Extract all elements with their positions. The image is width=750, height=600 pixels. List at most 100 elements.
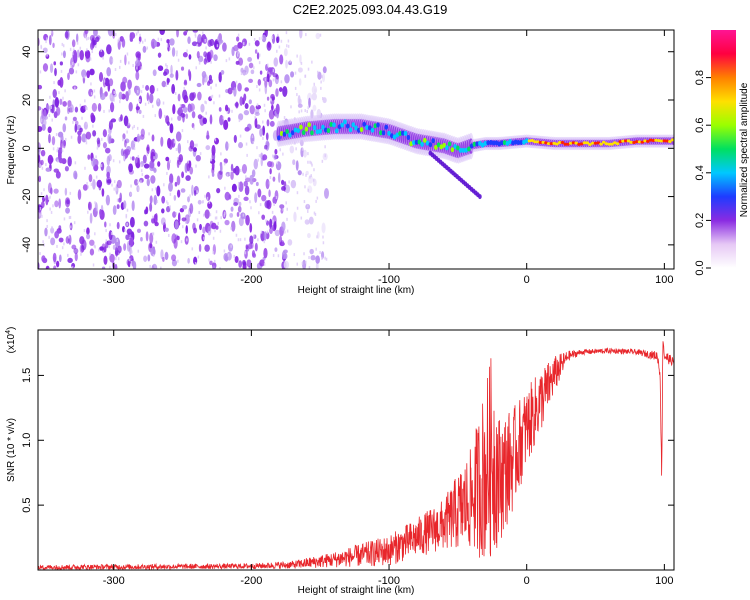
spectrogram-trace-core xyxy=(527,139,532,143)
spectrogram-noise-speck xyxy=(50,237,56,246)
spectrogram-noise-speck xyxy=(185,225,188,234)
spectrogram-noise-fill xyxy=(214,216,217,220)
spectrogram-noise-speck xyxy=(182,52,188,58)
spectrogram-noise-fill xyxy=(187,140,189,144)
spectrogram-noise-speck xyxy=(238,113,244,121)
spectrogram-noise-fill xyxy=(43,243,45,247)
spectrogram-noise-speck xyxy=(243,109,250,116)
spectrogram-noise-speck xyxy=(208,78,213,85)
spectrogram-noise-fill xyxy=(179,104,182,108)
spectrogram-trace-core xyxy=(610,142,614,146)
spectrogram-trace-core xyxy=(301,130,306,136)
spectrogram-noise-speck xyxy=(220,69,225,75)
spectrogram-noise-fill xyxy=(197,255,200,259)
spectrogram-noise-fill xyxy=(85,37,88,41)
spectrogram-noise-speck xyxy=(169,123,174,134)
spectrogram-noise-fill xyxy=(258,61,261,65)
spectrogram-noise-fill xyxy=(229,171,231,175)
spectrogram-noise-speck xyxy=(86,227,90,235)
spectrogram-noise-speck xyxy=(234,102,239,107)
spectrogram-noise-fill xyxy=(165,83,168,87)
spectrogram-trace-core xyxy=(593,141,598,145)
spectrogram-noise-fill xyxy=(79,103,82,107)
spectrogram-noise-speck xyxy=(41,255,46,262)
snr-y-tick-label: 1.0 xyxy=(21,433,33,448)
spectrogram-noise-speck xyxy=(256,52,260,60)
spectrogram-noise-speck xyxy=(62,123,67,133)
spectrogram-noise-speck xyxy=(249,174,254,185)
spectrogram-noise-fill xyxy=(321,75,323,79)
spectrogram-trace-core xyxy=(356,127,361,133)
spectrogram-noise-fill xyxy=(109,265,111,269)
spectrogram-noise-fill xyxy=(84,166,86,170)
spectrogram-noise-speck xyxy=(186,160,191,172)
spectrogram-noise-speck xyxy=(204,244,210,252)
spectrogram-noise-fill xyxy=(214,138,217,142)
spectrogram-trace-core xyxy=(662,139,667,143)
spectrogram-noise-speck xyxy=(79,127,83,133)
spectrogram-noise-fill xyxy=(125,213,128,217)
spectrogram-noise-speck xyxy=(104,221,107,228)
spectrogram-noise-fill xyxy=(257,238,259,242)
spectrogram-noise-speck xyxy=(259,70,263,75)
spectrogram-noise-speck xyxy=(109,102,115,113)
spectrogram-noise-fill xyxy=(213,101,215,105)
spectrogram-noise-fill xyxy=(304,74,307,78)
spectrogram-noise-speck xyxy=(249,235,254,245)
spectrogram-noise-speck xyxy=(156,185,161,197)
spectrogram-noise-speck xyxy=(146,178,150,187)
spectrogram-noise-fill xyxy=(129,263,132,267)
spectrogram-noise-fill xyxy=(67,253,69,257)
spectrogram-noise-fill xyxy=(112,159,115,163)
spectrogram-noise-fill xyxy=(208,175,210,179)
spectrogram-noise-fill xyxy=(62,44,65,48)
spectrogram-noise-fill xyxy=(89,57,92,61)
spectrogram-noise-fill xyxy=(87,185,89,189)
spectrogram-noise-fill xyxy=(296,54,298,58)
spectrogram-noise-speck xyxy=(79,236,85,245)
spectrogram-trace-core xyxy=(566,142,570,146)
spectrogram-noise-fill xyxy=(296,191,299,195)
spectrogram-noise-fill xyxy=(256,146,258,150)
spectrogram-x-tick-label: -100 xyxy=(378,274,400,286)
spectrogram-x-tick-label: -200 xyxy=(240,274,262,286)
spectrogram-noise-speck xyxy=(274,229,281,237)
spectrogram-noise-speck xyxy=(104,147,111,154)
colorbar-title: Normalized spectral amplitude xyxy=(739,82,750,217)
spectrogram-noise-speck xyxy=(143,220,149,227)
spectrogram-trace-core xyxy=(384,124,389,130)
spectrogram-noise-fill xyxy=(166,171,168,175)
spectrogram-noise-speck xyxy=(101,188,105,197)
colorbar-bar xyxy=(711,30,736,268)
spectrogram-noise-speck xyxy=(185,175,191,181)
spectrogram-noise-speck xyxy=(183,80,188,86)
spectrogram-noise-fill xyxy=(170,117,173,121)
spectrogram-noise-speck xyxy=(75,33,79,43)
spectrogram-noise-speck xyxy=(174,220,179,230)
spectrogram-noise-speck xyxy=(65,207,70,214)
spectrogram-noise-speck xyxy=(260,157,263,167)
spectrogram-noise-speck xyxy=(107,30,114,37)
spectrogram-noise-speck xyxy=(191,111,196,119)
spectrogram-noise-fill xyxy=(115,188,118,192)
spectrogram-noise-speck xyxy=(84,49,91,59)
spectrogram-noise-fill xyxy=(139,33,141,37)
spectrogram-noise-fill xyxy=(81,116,83,120)
spectrogram-noise-fill xyxy=(223,162,226,166)
spectrogram-noise-speck xyxy=(73,247,79,254)
spectrogram-noise-speck xyxy=(322,97,327,104)
spectrogram-noise-fill xyxy=(51,226,53,230)
spectrogram-noise-speck xyxy=(89,68,95,76)
spectrogram-noise-fill xyxy=(250,206,252,210)
spectrogram-noise-speck xyxy=(263,247,268,259)
spectrogram-noise-speck xyxy=(157,161,161,167)
spectrogram-trace-core xyxy=(323,127,328,133)
spectrogram-noise-fill xyxy=(306,204,309,208)
spectrogram-noise-fill xyxy=(148,132,150,136)
spectrogram-noise-speck xyxy=(166,78,171,84)
spectrogram-noise-fill xyxy=(39,213,41,217)
spectrogram-noise-fill xyxy=(239,238,242,242)
spectrogram-noise-speck xyxy=(153,40,158,48)
spectrogram-trace-core xyxy=(340,122,345,128)
spectrogram-noise-fill xyxy=(39,252,41,256)
